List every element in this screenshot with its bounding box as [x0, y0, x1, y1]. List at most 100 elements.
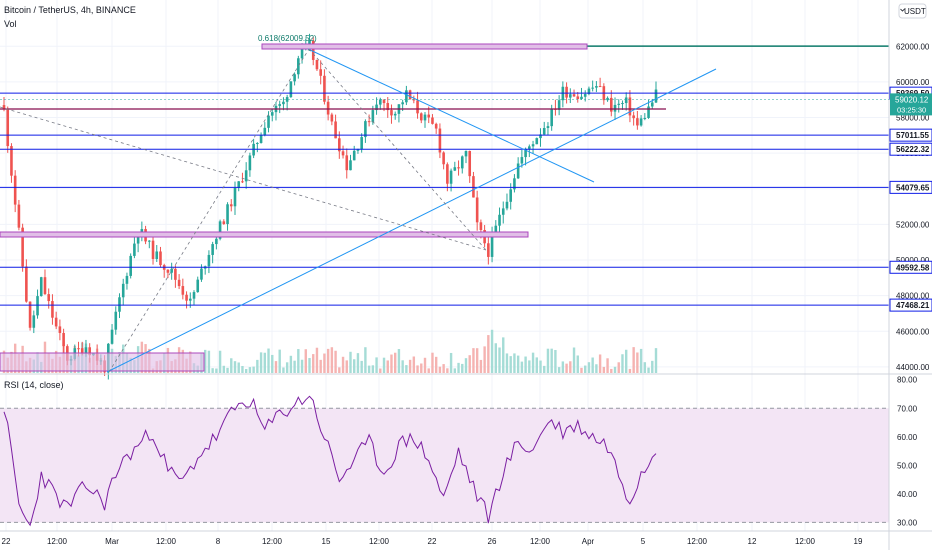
currency-button[interactable]: USDT — [898, 3, 927, 19]
current-price-label: 59020.12 — [895, 95, 929, 104]
volume-bar — [241, 365, 244, 373]
candle-body — [2, 105, 6, 109]
candle-body — [28, 301, 32, 328]
volume-bar — [449, 352, 453, 373]
price-tick-label: 46000.00 — [896, 327, 930, 336]
candle-body — [598, 86, 602, 88]
candle-body — [334, 121, 337, 139]
volume-bar — [464, 358, 468, 373]
volume-bar — [479, 359, 483, 373]
volume-bar — [278, 349, 281, 373]
candle-body — [654, 89, 658, 103]
descending-trendline — [307, 48, 595, 183]
candle-body — [487, 243, 490, 257]
candle-body — [449, 170, 453, 184]
symbol-title[interactable]: Bitcoin / TetherUS, 4h, BINANCE — [4, 5, 136, 15]
candle-body — [349, 160, 352, 171]
candle-body — [516, 163, 520, 179]
candle-body — [129, 255, 132, 276]
candle-body — [222, 221, 226, 225]
level-label: 56222.32 — [896, 145, 930, 154]
candle-body — [386, 103, 390, 111]
candle-body — [270, 112, 274, 116]
volume-bar — [554, 349, 557, 373]
rsi-tick-label: 70.00 — [897, 404, 918, 413]
candle-body — [405, 90, 408, 103]
volume-bar — [323, 353, 326, 373]
candle-body — [390, 110, 393, 116]
candle-body — [315, 59, 319, 70]
candle-body — [524, 148, 527, 158]
candle-body — [509, 189, 512, 202]
candle-body — [326, 101, 330, 115]
volume-bar — [326, 348, 330, 373]
candle-body — [319, 69, 322, 76]
volume-bar — [524, 356, 527, 373]
volume-bar — [557, 367, 561, 373]
time-tick-label: 19 — [854, 537, 863, 546]
volume-bar — [539, 360, 542, 373]
resistance-zone — [261, 43, 588, 50]
candle-body — [237, 181, 241, 188]
time-tick-label: 8 — [216, 537, 221, 546]
candle-body — [442, 152, 445, 165]
volume-bar — [561, 361, 565, 373]
volume-bar — [569, 361, 572, 373]
rsi-title[interactable]: RSI (14, close) — [4, 380, 64, 390]
candle-body — [617, 103, 621, 105]
volume-bar — [550, 348, 553, 373]
time-tick-label: 12:00 — [47, 537, 68, 546]
candle-body — [282, 101, 285, 105]
candle-body — [412, 99, 416, 101]
candle-body — [233, 187, 237, 207]
currency-label: USDT — [904, 7, 926, 16]
volume-bar — [434, 356, 438, 373]
time-axis[interactable]: 22 12:00 Mar 12:00 8 12:00 15 12:00 22 26 12:00 Apr… — [2, 537, 863, 546]
current-price-tag — [890, 93, 932, 116]
candle-body — [218, 221, 222, 239]
time-tick-label: 15 — [322, 537, 331, 546]
candle-body — [159, 251, 162, 266]
fib-dashed-line — [0, 106, 487, 251]
time-tick-label: 12:00 — [156, 537, 177, 546]
candle-body — [479, 222, 483, 231]
volume-bar — [244, 368, 248, 373]
volume-bar — [248, 367, 252, 373]
candle-body — [62, 332, 65, 347]
candle-body — [345, 155, 349, 171]
candle-body — [490, 233, 494, 257]
volume-bar — [580, 367, 583, 373]
time-tick-label: 22 — [2, 537, 11, 546]
candle-body — [259, 135, 263, 143]
drawing-tools[interactable]: 0.618(62009.52) — [0, 34, 889, 373]
volume-bar — [606, 358, 609, 373]
volume-bar — [442, 364, 445, 373]
support-zone — [0, 231, 529, 238]
candle-body — [557, 100, 561, 110]
candle-body — [583, 94, 587, 97]
candle-body — [174, 268, 177, 280]
candle-body — [501, 208, 505, 215]
volume-bar — [375, 357, 378, 373]
candle-body — [364, 121, 367, 138]
volume-bar — [297, 349, 300, 373]
volume-bar — [591, 357, 594, 373]
candle-body — [371, 110, 375, 123]
candle-body — [609, 97, 613, 112]
volume-bar — [651, 360, 654, 373]
volume-bar — [267, 348, 270, 373]
volume-bar — [300, 359, 304, 373]
volume-label[interactable]: Vol — [4, 19, 17, 29]
candle-body — [423, 114, 427, 121]
rsi-axis[interactable]: 30.00 40.00 50.00 60.00 70.00 80.00 — [897, 376, 918, 528]
ascending-trendline — [106, 68, 717, 373]
candle-body — [215, 238, 218, 245]
rsi-tick-label: 50.00 — [897, 461, 918, 470]
candle-body — [13, 175, 17, 205]
volume-bar — [218, 350, 222, 373]
candle-body — [356, 148, 360, 151]
level-label: 57011.55 — [896, 131, 929, 140]
candle-body — [565, 86, 568, 98]
